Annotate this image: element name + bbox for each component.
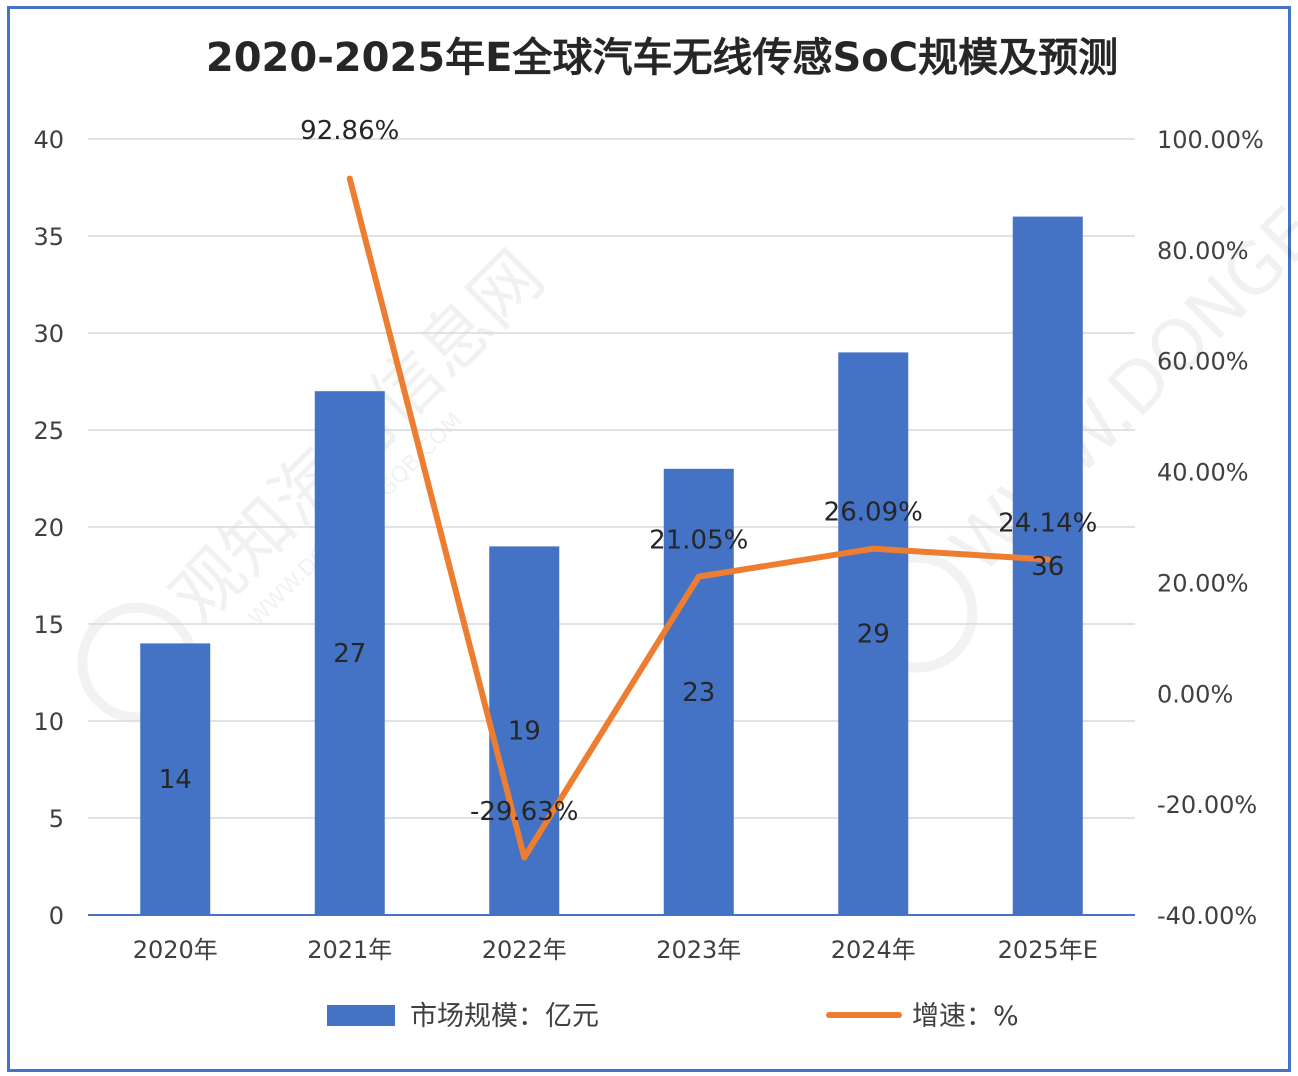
y-left-tick-label: 30 <box>33 320 64 348</box>
x-axis: 2020年 2021年 2022年 2023年 2024年 2025年E <box>88 914 1135 964</box>
line-data-labels: 92.86% -29.63% 21.05% 26.09% 24.14% <box>300 116 1097 827</box>
bar-3 <box>663 468 734 915</box>
y-right-tick-label: 20.00% <box>1157 569 1249 597</box>
x-tick-label: 2025年E <box>998 936 1098 964</box>
growth-value-label: 21.05% <box>649 526 748 556</box>
y-right-tick-label: 40.00% <box>1157 459 1249 487</box>
bar-value-label: 29 <box>857 620 890 650</box>
bar-data-labels: 14 27 19 23 29 36 <box>159 552 1065 795</box>
chart-title: 2020-2025年E全球汽车无线传感SoC规模及预测 <box>206 35 1118 81</box>
bar-value-label: 36 <box>1031 552 1064 582</box>
line-series <box>346 175 1051 861</box>
legend-bar-swatch <box>327 1005 395 1026</box>
bar-0 <box>140 643 211 915</box>
y-right-tick-label: 0.00% <box>1157 680 1233 708</box>
y-left-tick-label: 10 <box>33 708 64 736</box>
y-right-tick-label: 60.00% <box>1157 348 1249 376</box>
growth-value-label: 92.86% <box>300 116 399 146</box>
x-tick-label: 2024年 <box>831 936 916 964</box>
growth-value-label: -29.63% <box>470 797 579 827</box>
y-right-tick-label: 100.00% <box>1157 126 1264 154</box>
legend-bar-label: 市场规模：亿元 <box>410 1001 599 1032</box>
y-right-tick-label: -40.00% <box>1157 902 1257 930</box>
bar-5 <box>1012 216 1083 916</box>
legend: 市场规模：亿元 增速：% <box>327 1001 1019 1032</box>
y-axis-left: 0 5 10 15 20 25 30 35 40 <box>33 126 64 930</box>
gridlines <box>88 138 1135 819</box>
x-tick-label: 2022年 <box>482 936 567 964</box>
y-left-tick-label: 0 <box>49 902 64 930</box>
y-right-tick-label: -20.00% <box>1157 791 1257 819</box>
bar-value-label: 19 <box>508 717 541 747</box>
y-left-tick-label: 35 <box>33 223 64 251</box>
x-tick-label: 2020年 <box>133 936 218 964</box>
x-tick-label: 2023年 <box>656 936 741 964</box>
y-left-tick-label: 20 <box>33 514 64 542</box>
bar-value-label: 14 <box>159 765 192 795</box>
bar-1 <box>314 391 385 915</box>
bar-value-label: 27 <box>333 639 366 669</box>
bar-value-label: 23 <box>682 678 715 708</box>
watermark-text: WWW.DONGEANGQB.COM <box>935 0 1298 589</box>
growth-value-label: 24.14% <box>998 508 1097 538</box>
y-left-tick-label: 25 <box>33 417 64 445</box>
chart-frame <box>7 6 1291 1072</box>
y-left-tick-label: 5 <box>49 805 64 833</box>
y-left-tick-label: 15 <box>33 611 64 639</box>
y-axis-right: -40.00% -20.00% 0.00% 20.00% 40.00% 60.00% 80.… <box>1157 126 1264 930</box>
legend-line-label: 增速：% <box>912 1001 1019 1032</box>
bar-4 <box>838 352 909 915</box>
y-right-tick-label: 80.00% <box>1157 237 1249 265</box>
growth-value-label: 26.09% <box>824 498 923 528</box>
x-tick-label: 2021年 <box>307 936 392 964</box>
y-left-tick-label: 40 <box>33 126 64 154</box>
